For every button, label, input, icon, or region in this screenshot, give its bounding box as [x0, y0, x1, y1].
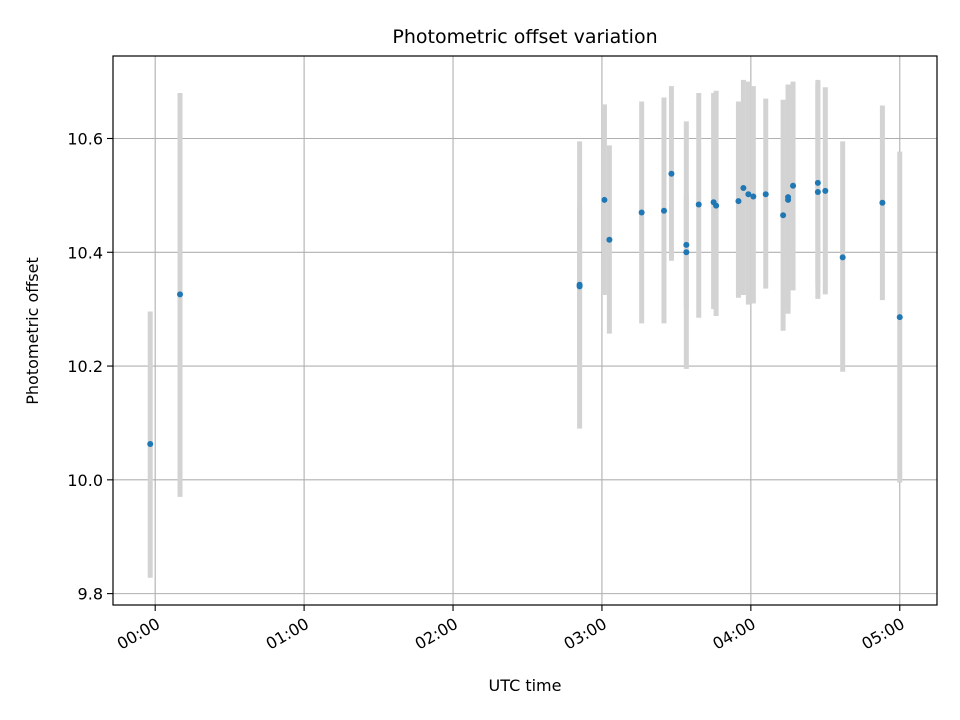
data-point [668, 170, 675, 177]
x-axis-label: UTC time [489, 676, 562, 695]
chart-title: Photometric offset variation [392, 26, 657, 48]
grid [113, 56, 937, 605]
plot-frame [112, 55, 938, 606]
data-point [601, 196, 608, 203]
data-point [638, 209, 645, 216]
data-point [896, 314, 903, 321]
data-point [683, 241, 690, 248]
data-point [177, 291, 184, 298]
y-tick-label: 10.4 [67, 243, 103, 262]
data-point [740, 184, 747, 191]
data-point [713, 202, 720, 209]
data-point [839, 254, 846, 261]
data-points [147, 170, 903, 447]
data-point [822, 187, 829, 194]
data-point [576, 283, 583, 290]
y-axis-label: Photometric offset [23, 257, 42, 405]
data-point [814, 179, 821, 186]
data-point [606, 236, 613, 243]
y-tick-label: 9.8 [78, 585, 103, 604]
data-point [695, 201, 702, 208]
data-point [790, 182, 797, 189]
y-tick-label: 10.2 [67, 357, 103, 376]
data-point [785, 196, 792, 203]
data-point [762, 191, 769, 198]
data-point [735, 198, 742, 205]
data-point [660, 207, 667, 214]
data-point [879, 199, 886, 206]
y-tick-label: 10.0 [67, 471, 103, 490]
data-point [814, 188, 821, 195]
y-tick-label: 10.6 [67, 129, 103, 148]
data-point [683, 249, 690, 256]
data-point [750, 193, 757, 200]
data-point [745, 191, 752, 198]
data-point [147, 440, 154, 447]
data-point [780, 212, 787, 219]
